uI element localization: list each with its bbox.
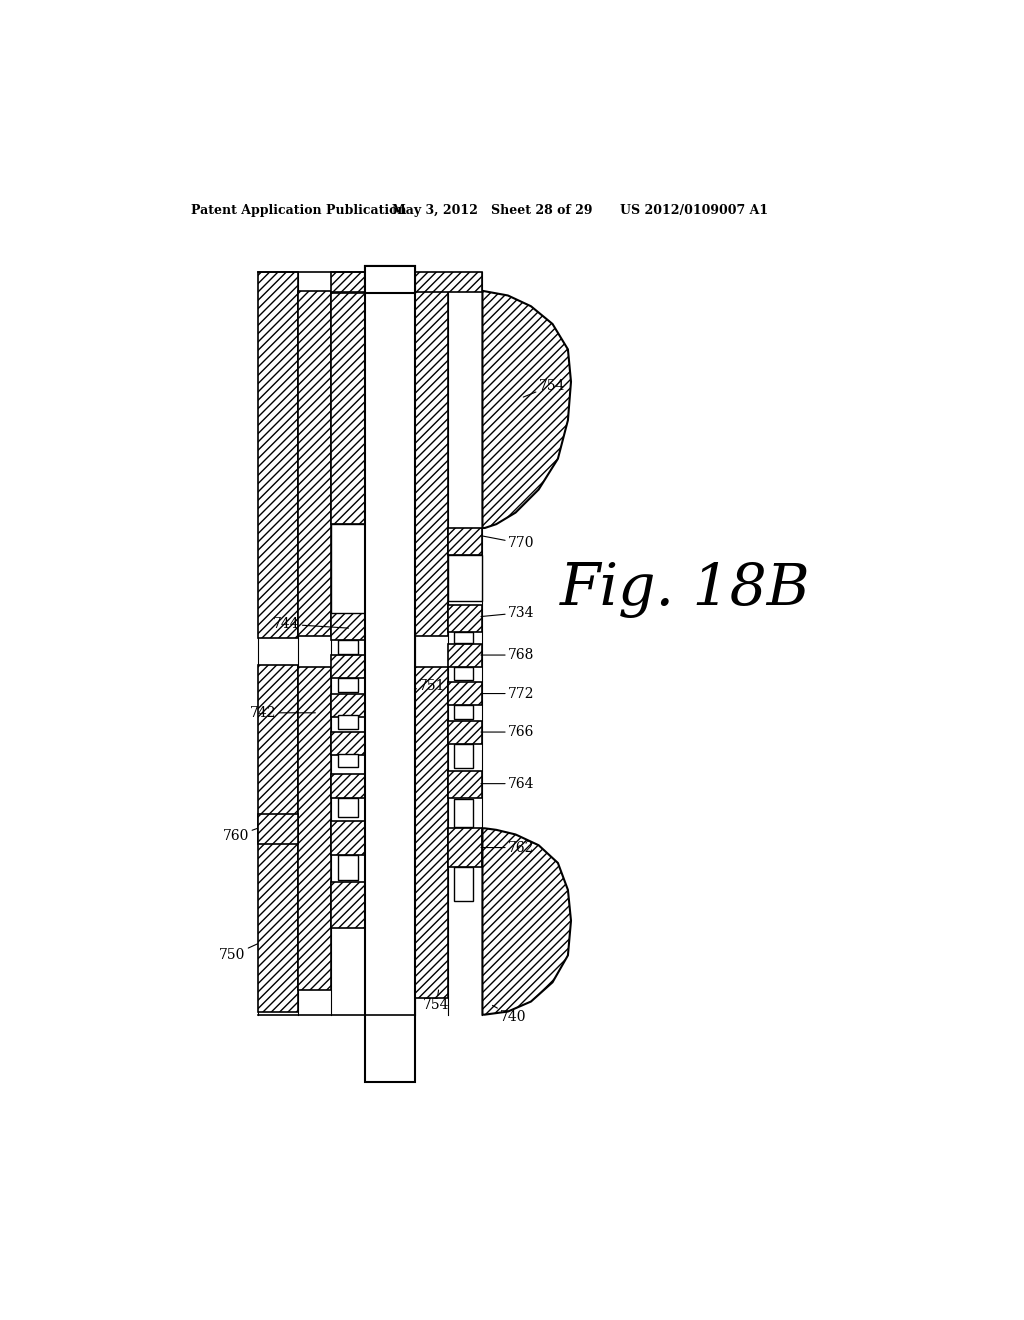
- Bar: [447, 721, 482, 743]
- Bar: [416, 272, 482, 292]
- Bar: [331, 655, 366, 678]
- Bar: [331, 293, 366, 524]
- Text: 760: 760: [223, 829, 258, 843]
- Polygon shape: [482, 829, 571, 1015]
- Bar: [447, 554, 482, 601]
- Text: 754: 754: [423, 990, 450, 1012]
- Bar: [331, 612, 366, 640]
- Bar: [447, 644, 482, 667]
- Bar: [447, 771, 482, 797]
- Bar: [331, 775, 366, 797]
- Bar: [331, 612, 366, 640]
- Bar: [366, 267, 416, 293]
- Bar: [298, 290, 331, 636]
- Bar: [298, 290, 331, 636]
- Bar: [258, 665, 298, 1011]
- Text: 764: 764: [481, 776, 535, 791]
- Text: 742: 742: [250, 706, 315, 719]
- Text: 768: 768: [481, 648, 535, 663]
- Bar: [447, 605, 482, 632]
- Text: 762: 762: [481, 841, 535, 854]
- Bar: [258, 814, 298, 843]
- Bar: [331, 693, 366, 717]
- Text: 754: 754: [523, 379, 565, 397]
- Bar: [339, 678, 357, 692]
- Bar: [447, 829, 482, 867]
- Bar: [331, 272, 366, 292]
- Bar: [454, 867, 473, 902]
- Bar: [258, 272, 298, 638]
- Bar: [331, 293, 366, 524]
- Bar: [454, 743, 473, 768]
- Text: 766: 766: [481, 725, 535, 739]
- Bar: [366, 267, 416, 1082]
- Bar: [331, 775, 366, 797]
- Bar: [331, 524, 366, 612]
- Bar: [331, 733, 366, 755]
- Text: Fig. 18B: Fig. 18B: [560, 561, 810, 618]
- Text: 740: 740: [493, 1006, 526, 1024]
- Bar: [331, 882, 366, 928]
- Bar: [416, 667, 447, 998]
- Bar: [258, 814, 298, 843]
- Bar: [339, 797, 357, 817]
- Bar: [447, 721, 482, 743]
- Text: 772: 772: [481, 686, 535, 701]
- Bar: [447, 682, 482, 705]
- Bar: [447, 682, 482, 705]
- Text: US 2012/0109007 A1: US 2012/0109007 A1: [620, 205, 768, 218]
- Bar: [416, 290, 447, 636]
- Bar: [447, 644, 482, 667]
- Bar: [331, 733, 366, 755]
- Bar: [331, 693, 366, 717]
- Bar: [298, 667, 331, 990]
- Bar: [454, 705, 473, 719]
- Bar: [298, 667, 331, 990]
- Bar: [454, 799, 473, 826]
- Text: 750: 750: [219, 944, 258, 962]
- Bar: [331, 272, 366, 292]
- Polygon shape: [482, 290, 571, 528]
- Bar: [416, 272, 482, 292]
- Bar: [339, 855, 357, 880]
- Bar: [454, 667, 473, 681]
- Bar: [447, 528, 482, 554]
- Bar: [447, 605, 482, 632]
- Bar: [416, 290, 447, 636]
- Bar: [339, 640, 357, 653]
- Bar: [331, 882, 366, 928]
- Text: May 3, 2012   Sheet 28 of 29: May 3, 2012 Sheet 28 of 29: [392, 205, 593, 218]
- Text: 734: 734: [481, 606, 535, 619]
- Bar: [339, 715, 357, 729]
- Bar: [331, 655, 366, 678]
- Bar: [258, 665, 298, 1011]
- Bar: [447, 771, 482, 797]
- Bar: [339, 754, 357, 767]
- Text: 744: 744: [273, 618, 348, 631]
- Text: Patent Application Publication: Patent Application Publication: [190, 205, 407, 218]
- Bar: [416, 667, 447, 998]
- Bar: [447, 528, 482, 554]
- Bar: [331, 821, 366, 855]
- Text: 751: 751: [390, 678, 445, 693]
- Bar: [447, 829, 482, 867]
- Bar: [258, 272, 298, 638]
- Text: 770: 770: [481, 536, 535, 550]
- Bar: [331, 821, 366, 855]
- Bar: [454, 632, 473, 643]
